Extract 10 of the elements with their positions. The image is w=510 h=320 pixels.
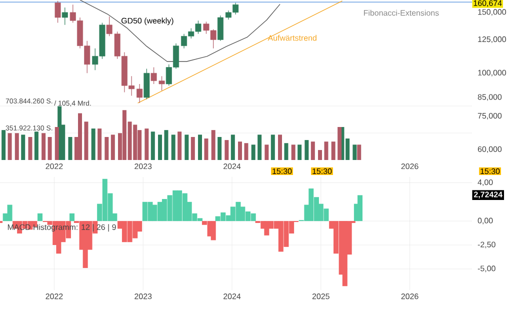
candlestick bbox=[136, 84, 143, 104]
bar bbox=[264, 221, 270, 236]
candlestick bbox=[54, 0, 61, 24]
candlestick bbox=[217, 15, 224, 42]
candlestick bbox=[62, 7, 68, 26]
bar bbox=[70, 213, 75, 222]
bar bbox=[358, 195, 363, 222]
bar bbox=[7, 204, 12, 222]
bar bbox=[210, 221, 216, 240]
bar bbox=[38, 213, 43, 222]
